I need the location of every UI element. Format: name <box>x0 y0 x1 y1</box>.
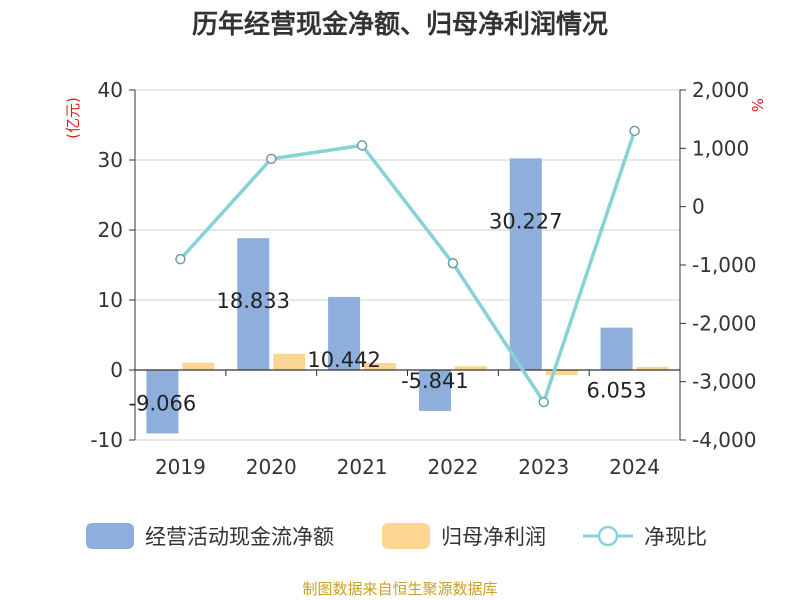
right-tick-label: -1,000 <box>692 253 756 277</box>
data-source-note: 制图数据来自恒生聚源数据库 <box>302 580 498 598</box>
net-profit-bar <box>454 366 487 370</box>
ratio-line-path <box>179 130 637 404</box>
ratio-point <box>538 396 549 408</box>
x-tick-label: 2020 <box>246 455 297 479</box>
bars <box>146 158 669 434</box>
left-tick-label: 20 <box>98 218 123 242</box>
legend-label-net-profit: 归母净利润 <box>441 525 546 549</box>
chart-title: 历年经营现金净额、归母净利润情况 <box>191 10 608 40</box>
axes: 40 30 20 10 0 -10 2,000 1,000 0 -1,000 -2,000 -3,00… <box>64 78 766 479</box>
left-tick-label: -10 <box>90 428 123 452</box>
ratio-point <box>175 253 186 265</box>
cash-flow-bar <box>328 296 361 370</box>
x-tick-label: 2023 <box>518 455 569 479</box>
legend-marker-ratio <box>597 525 619 547</box>
net-profit-bar <box>364 363 397 370</box>
data-labels: -9.066 18.833 10.442 -5.841 30.227 6.053 <box>129 209 647 415</box>
net-profit-bar <box>636 366 669 370</box>
cash-flow-value-label: -9.066 <box>129 391 197 415</box>
cash-flow-bar <box>237 238 270 370</box>
x-tick-label: 2019 <box>155 455 206 479</box>
net-profit-bar <box>545 370 578 376</box>
right-tick-label: -2,000 <box>692 311 756 335</box>
x-tick-label: 2022 <box>427 455 478 479</box>
left-tick-label: 10 <box>98 288 123 312</box>
right-tick-label: 1,000 <box>692 136 749 160</box>
left-tick-label: 0 <box>110 358 123 382</box>
ratio-point <box>356 140 368 151</box>
cash-flow-value-label: 10.442 <box>307 348 380 372</box>
legend-swatch-net-profit <box>382 523 430 549</box>
legend-swatch-cash-flow <box>86 523 134 549</box>
cash-flow-value-label: 18.833 <box>217 289 290 313</box>
right-tick-label: -4,000 <box>692 428 756 452</box>
x-tick-label: 2021 <box>337 455 388 479</box>
net-profit-bar <box>273 353 306 370</box>
legend-label-ratio: 净现比 <box>644 525 707 549</box>
cash-flow-value-label: -5.841 <box>401 369 469 393</box>
ratio-point <box>266 153 277 165</box>
ratio-point <box>447 258 459 269</box>
cash-flow-bar <box>418 370 451 411</box>
cash-flow-bar <box>600 327 633 370</box>
cash-flow-value-label: 6.053 <box>587 379 647 403</box>
right-tick-label: 0 <box>692 195 705 219</box>
left-axis-unit: (亿元) <box>64 97 82 139</box>
ratio-line <box>175 125 640 408</box>
ratio-point <box>629 125 640 137</box>
legend-label-cash-flow: 经营活动现金流净额 <box>145 525 334 549</box>
legend: 经营活动现金流净额 归母净利润 净现比 <box>86 523 707 549</box>
cash-flow-bar <box>509 158 542 370</box>
cash-flow-value-label: 30.227 <box>489 209 562 233</box>
right-axis-unit: % <box>748 98 766 112</box>
right-tick-label: 2,000 <box>692 78 749 102</box>
net-profit-bar <box>182 362 215 370</box>
left-tick-label: 30 <box>98 148 123 172</box>
gridlines <box>135 89 680 441</box>
left-tick-label: 40 <box>98 78 123 102</box>
x-tick-label: 2024 <box>609 455 660 479</box>
right-tick-label: -3,000 <box>692 370 756 394</box>
cash-flow-bar <box>146 370 179 434</box>
